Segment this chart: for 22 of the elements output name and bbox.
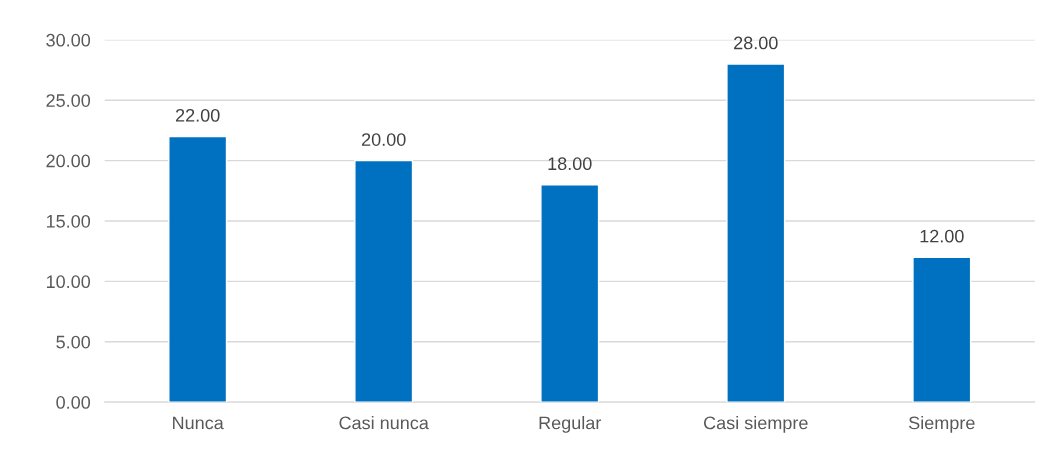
- y-tick-label: 30.00: [46, 33, 91, 47]
- x-tick-label: Nunca: [173, 416, 224, 430]
- bar: [912, 256, 972, 403]
- data-label: 28.00: [734, 36, 778, 50]
- x-tick-label: Siempre: [908, 416, 975, 433]
- y-tick-label: 0.00: [56, 396, 91, 409]
- data-label: 20.00: [362, 133, 406, 146]
- y-tick-label: 15.00: [46, 214, 91, 228]
- bar: [540, 184, 600, 403]
- y-tick-label: 5.00: [56, 335, 91, 349]
- data-label: 12.00: [920, 229, 964, 243]
- bar: [168, 135, 228, 403]
- x-tick-label: Regular: [539, 416, 602, 433]
- y-tick-label: 25.00: [46, 94, 91, 107]
- bar: [354, 159, 414, 403]
- bar: [726, 63, 786, 403]
- data-label: 18.00: [548, 157, 592, 171]
- x-tick-label: Casi nunca: [339, 416, 429, 430]
- y-tick-label: 10.00: [46, 275, 91, 289]
- y-tick-label: 20.00: [46, 154, 91, 168]
- x-tick-label: Casi siempre: [704, 416, 808, 433]
- data-label: 22.00: [175, 108, 220, 122]
